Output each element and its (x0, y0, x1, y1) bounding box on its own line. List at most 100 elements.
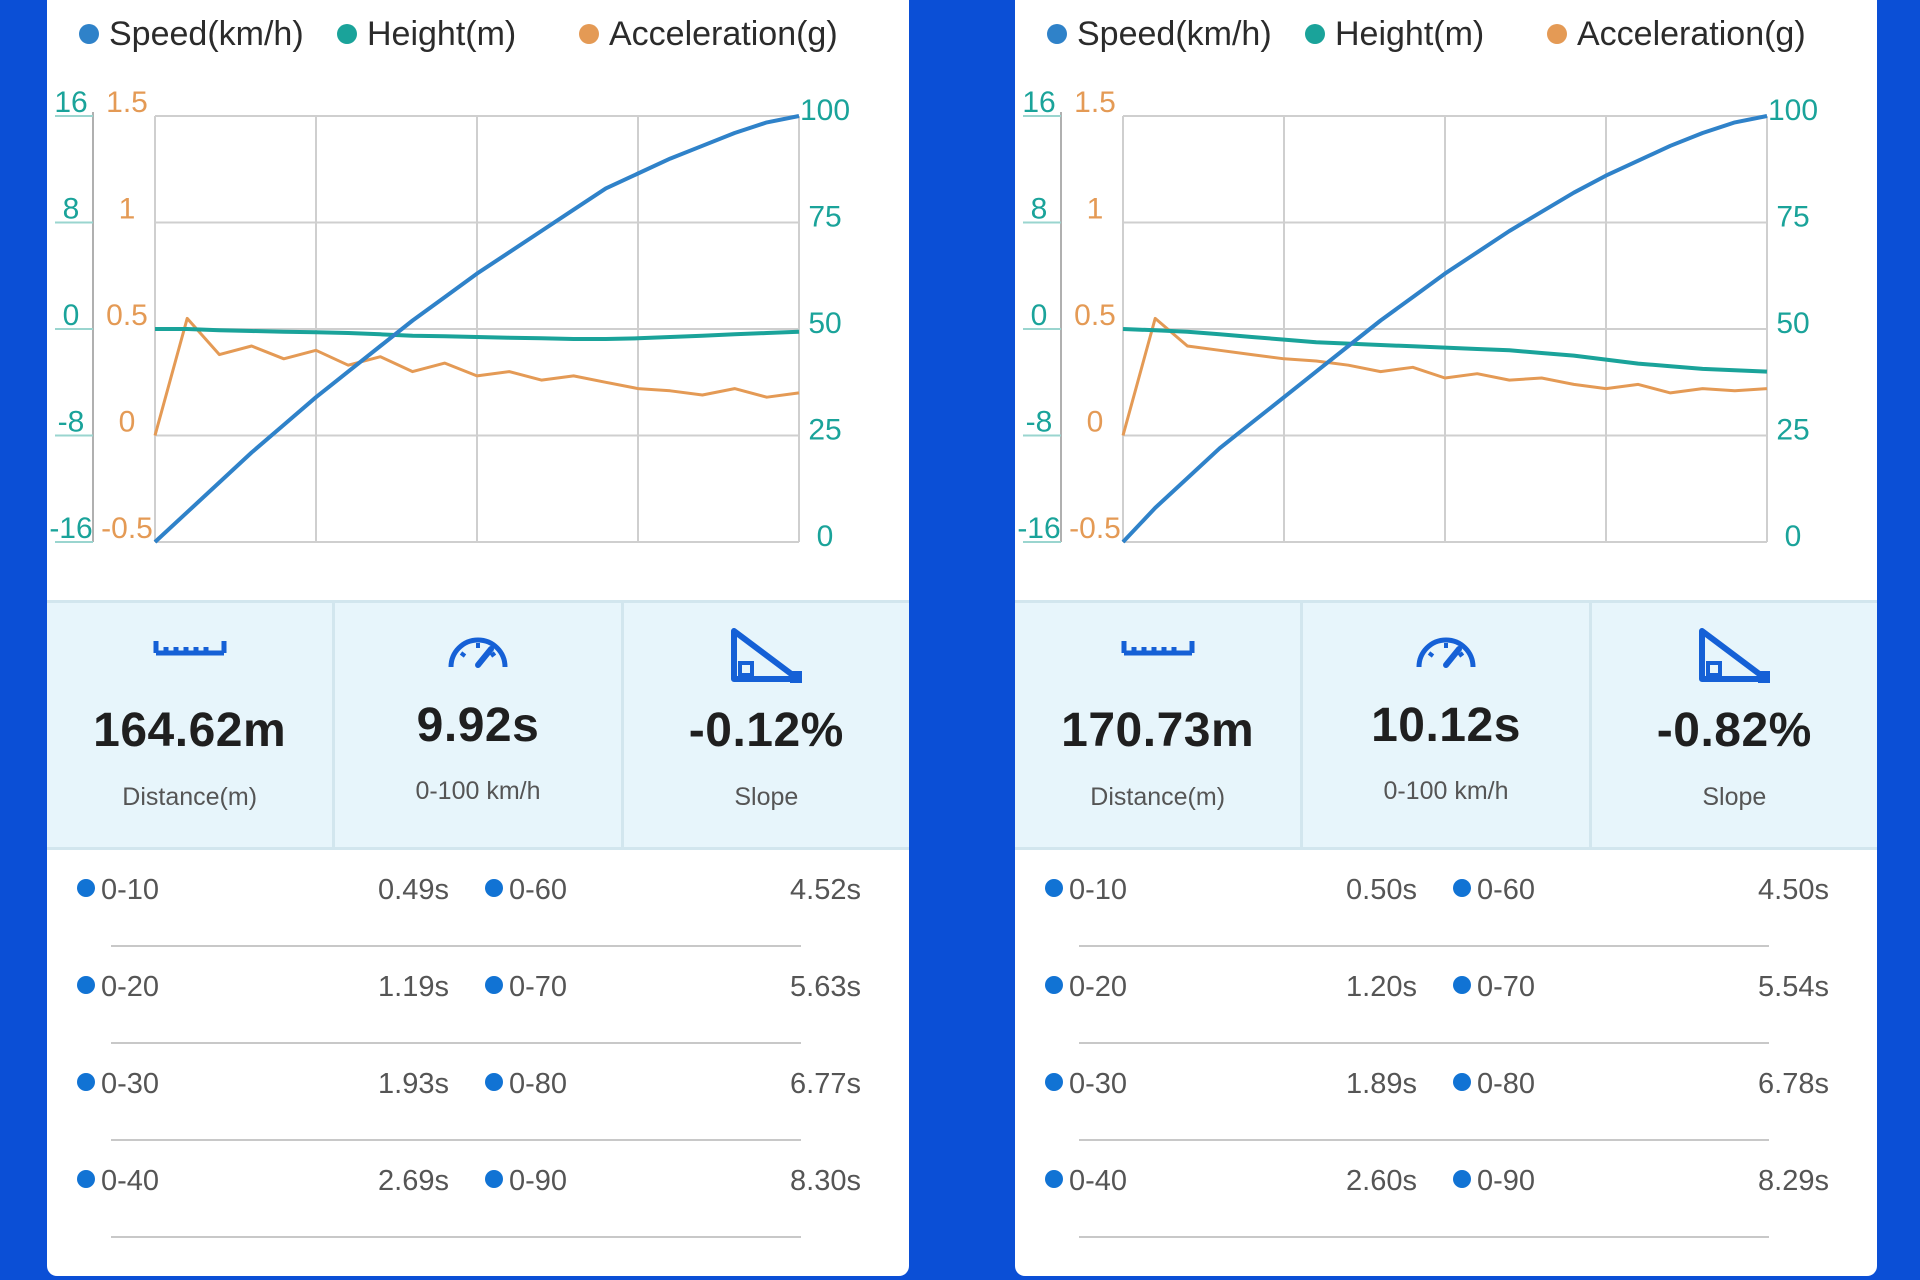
height-tick-label: 8 (1031, 193, 1048, 226)
height-axis: 16 8 0 -8 -16 (49, 86, 94, 545)
distance-label: Distance(m) (1090, 783, 1226, 811)
split-range-a: 0-40 (1045, 1165, 1127, 1198)
speed-tick-label: 50 (1776, 307, 1809, 340)
bullet-dot-icon (77, 1073, 95, 1092)
height-axis: 16 8 0 -8 -16 (1017, 86, 1062, 545)
speed-tick-label: 75 (1776, 201, 1809, 234)
speed-series-line (1121, 114, 1768, 544)
slope-value: -0.82% (1656, 704, 1812, 757)
legend-acceleration-dot (579, 24, 599, 44)
acceleration-tick-label: 1 (119, 193, 136, 226)
legend-height-dot (1305, 24, 1325, 44)
chart-legend: Speed(km/h) Height(m) Acceleration(g) (79, 15, 838, 53)
split-row: 0-30 1.89s 0-80 6.78s (1015, 1044, 1877, 1141)
bullet-dot-icon (485, 1170, 503, 1189)
split-range-a: 0-10 (77, 874, 159, 907)
split-range-b: 0-90 (1453, 1165, 1535, 1198)
split-range-a: 0-30 (77, 1068, 159, 1101)
legend-height-label: Height(m) (367, 15, 516, 53)
bullet-dot-icon (1045, 879, 1063, 898)
ruler-icon (153, 641, 227, 656)
acceleration-tick-label: 0 (119, 406, 136, 439)
split-time-a: 1.20s (1346, 971, 1417, 1003)
bullet-dot-icon (485, 879, 503, 898)
legend-speed-label: Speed(km/h) (109, 15, 304, 53)
slope-icon (1699, 628, 1771, 683)
split-time-b: 5.63s (790, 971, 861, 1003)
acceleration-tick-label: -0.5 (101, 512, 153, 545)
bullet-dot-icon (1045, 1170, 1063, 1189)
stats-summary: 164.62m Distance(m) 9.92s 0-100 km/h -0.… (47, 600, 909, 850)
speed-series-line (153, 114, 800, 544)
bullet-dot-icon (77, 976, 95, 995)
chart-series (1121, 114, 1768, 544)
height-tick-label: 16 (1022, 86, 1055, 119)
legend-speed-label: Speed(km/h) (1077, 15, 1272, 53)
row-divider (111, 1139, 801, 1141)
split-range-a: 0-20 (77, 971, 159, 1004)
legend-acceleration-label: Acceleration(g) (609, 15, 838, 53)
legend-height-label: Height(m) (1335, 15, 1484, 53)
split-range-b: 0-60 (1453, 874, 1535, 907)
result-card-left: Speed(km/h) Height(m) Acceleration(g) 16… (47, 0, 909, 1276)
speed-tick-label: 0 (1785, 520, 1802, 553)
split-time-a: 1.89s (1346, 1068, 1417, 1100)
row-divider (1079, 1042, 1769, 1044)
split-row: 0-20 1.19s 0-70 5.63s (47, 947, 909, 1044)
split-time-b: 6.77s (790, 1068, 861, 1100)
split-time-b: 4.50s (1758, 874, 1829, 906)
chart-grid (154, 115, 800, 543)
bullet-dot-icon (1045, 1073, 1063, 1092)
height-tick-label: -8 (1026, 406, 1053, 439)
distance-value: 164.62m (93, 704, 287, 757)
bullet-dot-icon (1453, 1170, 1471, 1189)
speed-axis: 100 75 50 25 0 (800, 94, 850, 553)
bullet-dot-icon (77, 1170, 95, 1189)
legend-speed-dot (1047, 24, 1067, 44)
split-row: 0-20 1.20s 0-70 5.54s (1015, 947, 1877, 1044)
height-tick-label: -8 (58, 406, 85, 439)
height-tick-label: -16 (1017, 512, 1060, 545)
legend-speed-dot (79, 24, 99, 44)
row-divider (1079, 1139, 1769, 1141)
slope-icon (731, 628, 803, 683)
stats-summary: 170.73m Distance(m) 10.12s 0-100 km/h -0… (1015, 600, 1877, 850)
row-divider (111, 945, 801, 947)
chart-legend: Speed(km/h) Height(m) Acceleration(g) (1047, 15, 1806, 53)
split-times: 0-10 0.50s 0-60 4.50s 0-20 1.20s 0-70 5.… (1015, 850, 1877, 1276)
slope-stat: -0.12% Slope (620, 603, 909, 847)
split-time-b: 6.78s (1758, 1068, 1829, 1100)
split-range-b: 0-60 (485, 874, 567, 907)
speed-tick-label: 0 (817, 520, 834, 553)
legend-height-dot (337, 24, 357, 44)
acceleration-tick-label: 1.5 (1074, 86, 1116, 119)
acceleration-tick-label: 0 (1087, 406, 1104, 439)
split-time-b: 8.30s (790, 1165, 861, 1197)
distance-value: 170.73m (1061, 704, 1255, 757)
split-range-b: 0-70 (1453, 971, 1535, 1004)
split-row: 0-30 1.93s 0-80 6.77s (47, 1044, 909, 1141)
time-value: 10.12s (1371, 699, 1521, 752)
speedometer-icon (1416, 637, 1476, 668)
speed-tick-label: 50 (808, 307, 841, 340)
performance-chart: Speed(km/h) Height(m) Acceleration(g) 16… (49, 15, 850, 553)
acceleration-series-line (1121, 316, 1768, 436)
speed-tick-label: 25 (1776, 414, 1809, 447)
split-range-a: 0-40 (77, 1165, 159, 1198)
split-times: 0-10 0.49s 0-60 4.52s 0-20 1.19s 0-70 5.… (47, 850, 909, 1276)
slope-value: -0.12% (688, 704, 844, 757)
bullet-dot-icon (485, 976, 503, 995)
time-label: 0-100 km/h (415, 777, 541, 805)
chart-grid (1122, 115, 1768, 543)
slope-label: Slope (1702, 783, 1767, 811)
split-range-a: 0-10 (1045, 874, 1127, 907)
bullet-dot-icon (1453, 976, 1471, 995)
performance-chart: Speed(km/h) Height(m) Acceleration(g) 16… (1017, 15, 1818, 553)
slope-label: Slope (734, 783, 799, 811)
split-time-b: 4.52s (790, 874, 861, 906)
height-tick-label: 8 (63, 193, 80, 226)
row-divider (111, 1236, 801, 1238)
acceleration-tick-label: -0.5 (1069, 512, 1121, 545)
row-divider (111, 1042, 801, 1044)
acceleration-series-line (153, 316, 800, 436)
